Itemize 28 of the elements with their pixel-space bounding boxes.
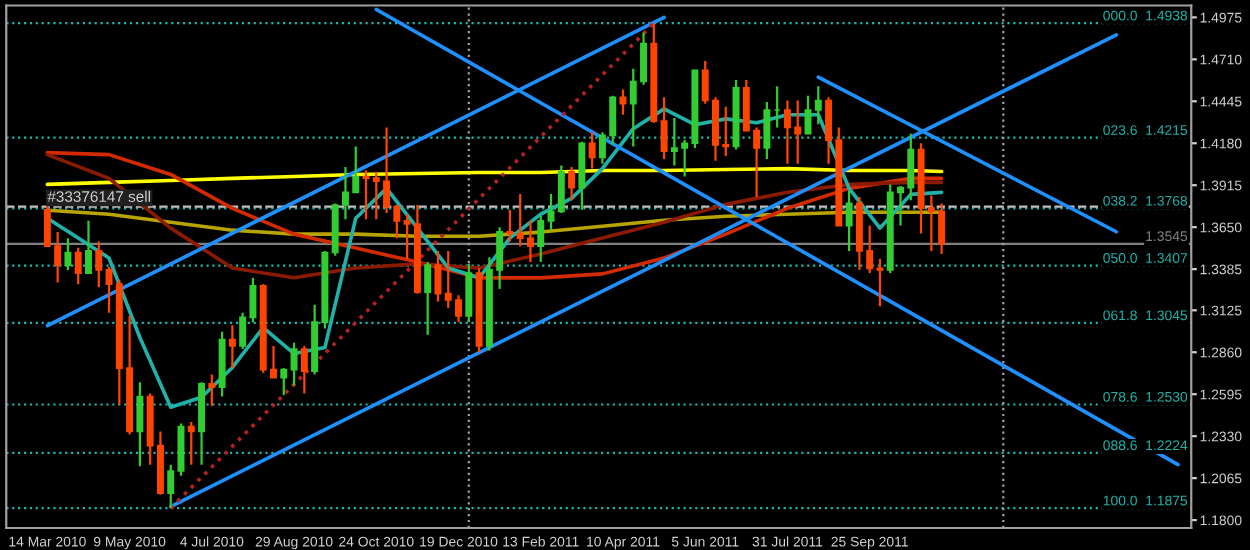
candlestick: [95, 240, 103, 289]
candlestick: [424, 260, 432, 336]
candlestick: [300, 344, 308, 395]
candlestick: [198, 381, 206, 466]
candlestick: [804, 94, 812, 135]
candlestick: [362, 169, 370, 221]
candlestick: [568, 165, 576, 202]
candlestick: [167, 463, 175, 510]
candlestick: [228, 324, 236, 370]
candlestick: [814, 85, 822, 126]
candlestick: [763, 100, 771, 161]
candlestick: [187, 420, 195, 466]
candlestick: [218, 330, 226, 398]
candlestick: [660, 96, 668, 161]
candlestick: [64, 237, 72, 272]
candlestick: [434, 249, 442, 303]
candlestick: [85, 219, 92, 275]
candlestick: [74, 246, 82, 286]
candlestick: [537, 214, 545, 264]
candlestick: [506, 208, 514, 243]
candlestick: [465, 262, 473, 324]
candlestick: [578, 140, 586, 211]
candlestick: [208, 373, 216, 408]
candlestick: [845, 189, 853, 253]
candlestick: [588, 131, 596, 170]
candlestick: [136, 381, 144, 468]
candlestick: [290, 341, 298, 387]
candlestick: [280, 366, 288, 397]
